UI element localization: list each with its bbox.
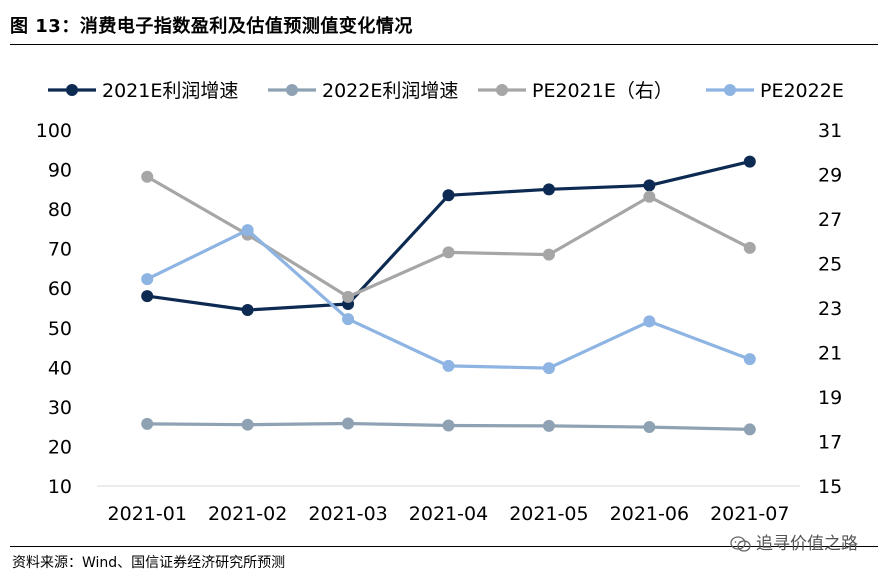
data-point-s4 <box>241 224 254 237</box>
data-point-s3 <box>442 246 455 259</box>
y-left-tick-label: 60 <box>48 278 72 300</box>
y-left-tick-label: 20 <box>48 436 72 458</box>
y-right-tick-label: 27 <box>818 209 842 231</box>
data-point-s1 <box>743 155 756 168</box>
y-right-tick-label: 23 <box>818 298 842 320</box>
data-point-s2 <box>442 419 455 432</box>
data-point-s3 <box>342 290 355 303</box>
data-point-s1 <box>141 290 154 303</box>
title-divider <box>10 44 878 45</box>
data-point-s3 <box>643 190 656 203</box>
legend-label-2: 2022E利润增速 <box>322 80 458 102</box>
x-tick-label: 2021-05 <box>509 503 588 525</box>
legend-marker-1 <box>66 84 78 96</box>
legend-marker-3 <box>496 84 508 96</box>
data-point-s4 <box>442 359 455 372</box>
plot-area <box>141 155 756 436</box>
y-right-tick-label: 31 <box>818 120 842 142</box>
figure-title: 图 13：消费电子指数盈利及估值预测值变化情况 <box>10 16 413 37</box>
legend-label-3: PE2021E（右） <box>532 80 673 102</box>
y-left-tick-label: 100 <box>36 120 72 142</box>
y-left-tick-label: 30 <box>48 397 72 419</box>
data-point-s2 <box>743 423 756 436</box>
watermark-text: 追寻价值之路 <box>756 534 858 554</box>
y-left-tick-label: 80 <box>48 199 72 221</box>
data-point-s2 <box>643 421 656 434</box>
x-axis: 2021-01 2021-02 2021-03 2021-04 2021-05 2021-… <box>97 485 800 525</box>
bottom-divider <box>10 546 878 547</box>
wechat-icon <box>730 536 751 552</box>
line-chart: 2021E利润增速 2022E利润增速 PE2021E（右） PE2022E 10 20… <box>36 80 844 525</box>
data-point-s1 <box>241 303 254 316</box>
data-point-s3 <box>542 248 555 261</box>
x-tick-label: 2021-02 <box>208 503 287 525</box>
watermark: 追寻价值之路 <box>730 531 858 557</box>
right-y-axis: 15 17 19 21 23 25 27 29 31 <box>818 120 842 498</box>
y-right-tick-label: 21 <box>818 343 842 365</box>
x-tick-label: 2021-03 <box>308 503 387 525</box>
data-point-s2 <box>241 418 254 431</box>
y-left-tick-label: 10 <box>48 476 72 498</box>
y-right-tick-label: 29 <box>818 165 842 187</box>
data-point-s4 <box>141 273 154 286</box>
data-point-s4 <box>643 315 656 328</box>
x-tick-label: 2021-04 <box>409 503 488 525</box>
y-left-tick-label: 70 <box>48 239 72 261</box>
data-point-s4 <box>342 313 355 326</box>
data-point-s1 <box>442 189 455 202</box>
y-left-tick-label: 50 <box>48 318 72 340</box>
legend-label-4: PE2022E <box>760 80 844 102</box>
y-right-tick-label: 17 <box>818 432 842 454</box>
x-tick-label: 2021-06 <box>610 503 689 525</box>
source-note: 资料来源：Wind、国信证券经济研究所预测 <box>12 555 286 571</box>
legend-marker-2 <box>286 84 298 96</box>
chart-legend: 2021E利润增速 2022E利润增速 PE2021E（右） PE2022E <box>48 80 844 102</box>
data-point-s3 <box>743 241 756 254</box>
data-point-s4 <box>743 353 756 366</box>
data-point-s3 <box>141 170 154 183</box>
y-right-tick-label: 25 <box>818 254 842 276</box>
legend-label-1: 2021E利润增速 <box>102 80 238 102</box>
y-right-tick-label: 15 <box>818 476 842 498</box>
left-y-axis: 10 20 30 40 50 60 70 80 90 100 <box>36 120 72 498</box>
data-point-s1 <box>542 183 555 196</box>
y-left-tick-label: 40 <box>48 357 72 379</box>
data-point-s4 <box>542 362 555 375</box>
data-point-s2 <box>342 417 355 430</box>
y-right-tick-label: 19 <box>818 387 842 409</box>
chart-container: 2021E利润增速 2022E利润增速 PE2021E（右） PE2022E 10 20… <box>0 50 888 540</box>
x-tick-label: 2021-01 <box>108 503 187 525</box>
y-left-tick-label: 90 <box>48 160 72 182</box>
legend-marker-4 <box>724 84 736 96</box>
data-point-s2 <box>141 417 154 430</box>
x-tick-label: 2021-07 <box>710 503 789 525</box>
data-point-s1 <box>643 179 656 192</box>
data-point-s2 <box>542 419 555 432</box>
